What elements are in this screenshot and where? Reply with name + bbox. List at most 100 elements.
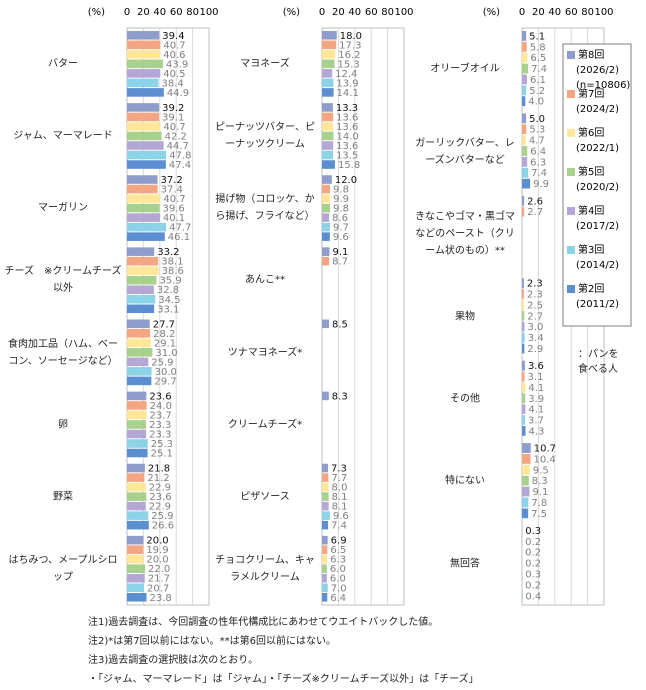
- value-label: 12.4: [335, 69, 357, 80]
- bar: [127, 247, 155, 256]
- value-label: 33.1: [157, 304, 179, 315]
- bar: [127, 112, 160, 122]
- value-label: 23.7: [149, 410, 171, 421]
- value-label: 5.1: [529, 31, 545, 42]
- bar: [127, 103, 160, 112]
- bar: [522, 178, 531, 189]
- bar: [127, 348, 153, 357]
- bar: [522, 497, 529, 508]
- bar: [127, 275, 157, 285]
- value-label: 40.6: [163, 50, 185, 61]
- note: 注2)*は第7回以前にはない。**は第6回以前にはない。: [88, 636, 336, 647]
- bar: [127, 194, 161, 203]
- x-tick-label: 0: [124, 7, 130, 18]
- bar: [322, 535, 328, 545]
- category-label: チーズ ※クリームチーズ以外: [4, 266, 122, 295]
- x-tick-label: 20: [332, 7, 345, 18]
- bar: [522, 85, 527, 96]
- bar: [322, 256, 330, 266]
- bar: [322, 88, 334, 97]
- value-label: 47.4: [169, 160, 191, 171]
- bar: [127, 448, 148, 458]
- value-label: 7.4: [531, 64, 547, 75]
- value-label: 30.0: [155, 367, 177, 378]
- bar: [322, 103, 333, 112]
- bar: [322, 545, 328, 554]
- legend-label: 第3回: [578, 243, 604, 256]
- legend-swatch: [567, 129, 575, 137]
- x-tick-label: 80: [581, 7, 594, 18]
- value-label: 14.1: [337, 88, 359, 99]
- bar: [322, 78, 334, 88]
- bar: [522, 464, 530, 475]
- value-label: 9.9: [533, 179, 549, 190]
- bar: [127, 294, 156, 304]
- value-label: 38.4: [161, 78, 183, 89]
- bar: [522, 443, 531, 453]
- bar: [322, 564, 327, 574]
- bar: [127, 266, 159, 275]
- value-label: 9.6: [333, 511, 349, 522]
- bar: [127, 319, 150, 329]
- value-label: 7.4: [331, 521, 347, 532]
- bar: [127, 520, 149, 530]
- value-label: 9.8: [333, 185, 349, 196]
- value-label: 21.8: [148, 464, 170, 475]
- x-tick-label: 100: [594, 7, 613, 18]
- value-label: 47.8: [169, 151, 191, 162]
- bar: [127, 420, 147, 429]
- value-label: 13.3: [336, 103, 358, 114]
- bar: [127, 329, 151, 338]
- bar: [522, 404, 526, 415]
- legend-swatch: [567, 285, 575, 293]
- value-label: 44.9: [167, 88, 189, 99]
- bar: [522, 289, 524, 299]
- value-label: 9.8: [333, 204, 349, 215]
- bar: [127, 338, 151, 348]
- plot-frame: [321, 27, 405, 606]
- value-label: 5.2: [529, 86, 545, 97]
- value-label: 2.3: [527, 290, 543, 301]
- value-label: 25.9: [151, 357, 173, 368]
- x-tick-label: 0: [519, 7, 525, 18]
- value-label: 9.1: [532, 487, 548, 498]
- value-label: 39.6: [162, 204, 184, 215]
- axis-unit: (%): [483, 7, 500, 18]
- value-label: 14.0: [336, 131, 358, 142]
- value-label: 40.1: [163, 213, 185, 224]
- bar: [522, 124, 527, 135]
- value-label: 5.3: [529, 125, 545, 136]
- bar: [322, 184, 331, 194]
- value-label: 4.7: [529, 136, 545, 147]
- x-tick-label: 60: [170, 7, 183, 18]
- value-label: 40.7: [163, 40, 185, 51]
- value-label: 15.8: [338, 160, 360, 171]
- value-label: 0.2: [525, 537, 541, 548]
- value-label: 6.0: [330, 574, 346, 585]
- value-label: 17.3: [339, 40, 361, 51]
- value-label: 20.7: [147, 583, 169, 594]
- value-label: 22.9: [149, 483, 171, 494]
- category-label: クリームチーズ*: [227, 419, 303, 431]
- bar: [322, 160, 335, 169]
- value-label: 25.9: [151, 511, 173, 522]
- legend-swatch: [567, 168, 575, 176]
- value-label: 4.0: [528, 97, 544, 108]
- value-label: 22.9: [149, 502, 171, 513]
- value-label: 6.9: [331, 536, 347, 547]
- bar: [127, 376, 152, 386]
- value-label: 39.1: [162, 112, 184, 123]
- bar: [522, 425, 526, 436]
- bar: [127, 78, 159, 88]
- bar: [322, 50, 336, 59]
- category-label: 揚げ物（コロッケ、から揚げ、フライなど）: [215, 194, 315, 223]
- value-label: 0.2: [525, 559, 541, 570]
- value-label: 8.5: [332, 319, 348, 330]
- x-tick-label: 40: [548, 7, 561, 18]
- value-label: 21.2: [147, 473, 169, 484]
- value-label: 7.0: [331, 583, 347, 594]
- value-label: 0.4: [525, 591, 541, 602]
- value-label: 37.2: [161, 175, 183, 186]
- bar: [127, 545, 144, 554]
